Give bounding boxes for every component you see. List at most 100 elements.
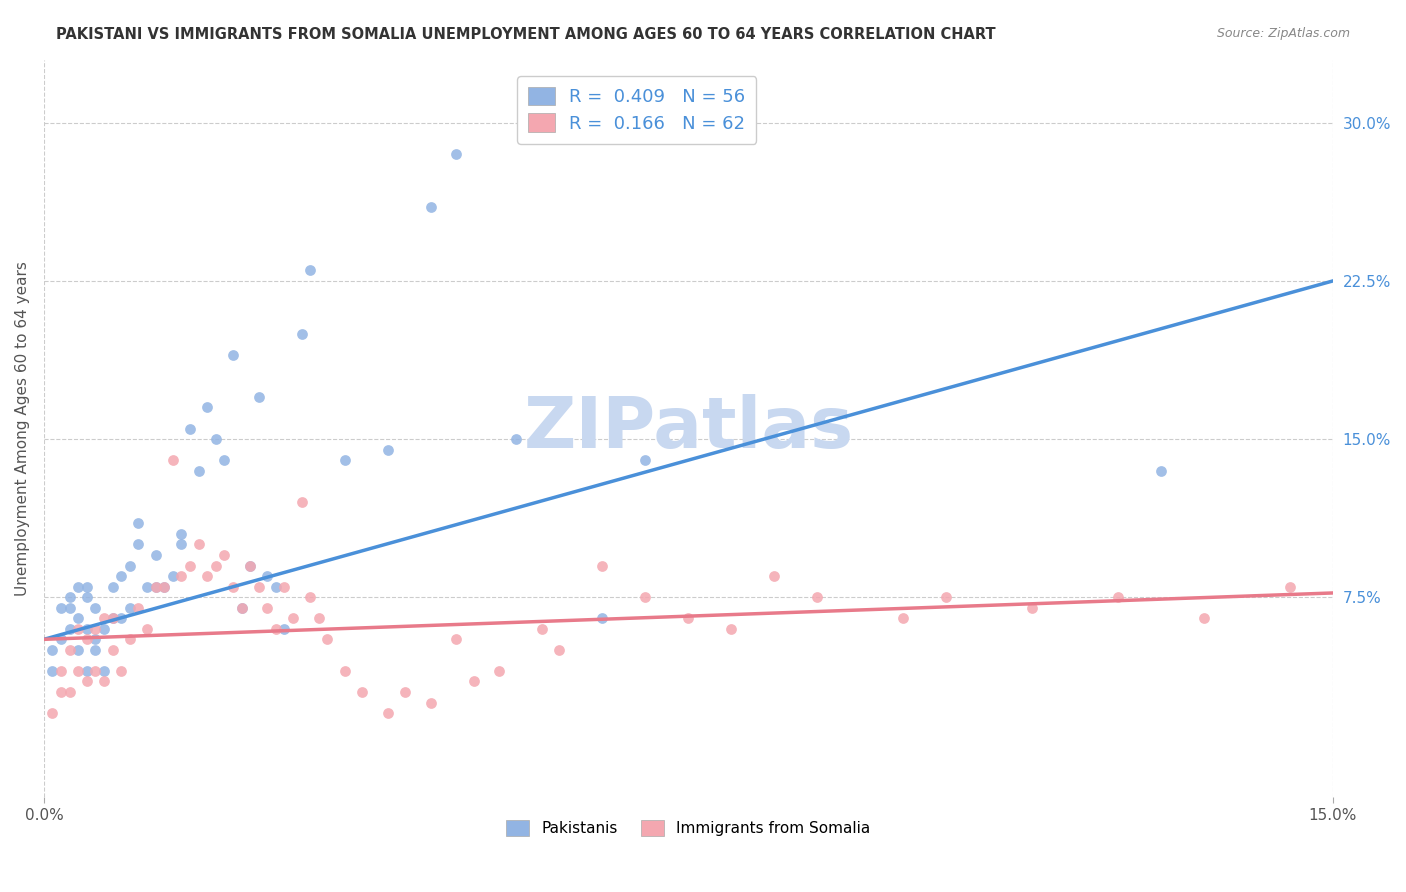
Point — [59, 600, 82, 615]
Point — [59, 590, 82, 604]
Point — [273, 580, 295, 594]
Point — [127, 537, 149, 551]
Point — [634, 453, 657, 467]
Point — [101, 611, 124, 625]
Point — [145, 580, 167, 594]
Point — [49, 632, 72, 647]
Point — [446, 147, 468, 161]
Point — [153, 580, 176, 594]
Point — [291, 495, 314, 509]
Point — [76, 632, 98, 647]
Point — [76, 664, 98, 678]
Point — [333, 453, 356, 467]
Point — [222, 580, 245, 594]
Point — [1107, 590, 1129, 604]
Point — [1278, 580, 1301, 594]
Point — [145, 548, 167, 562]
Point — [531, 622, 554, 636]
Point — [93, 611, 115, 625]
Point — [67, 580, 90, 594]
Point — [110, 569, 132, 583]
Text: PAKISTANI VS IMMIGRANTS FROM SOMALIA UNEMPLOYMENT AMONG AGES 60 TO 64 YEARS CORR: PAKISTANI VS IMMIGRANTS FROM SOMALIA UNE… — [56, 27, 995, 42]
Point — [49, 600, 72, 615]
Point — [136, 622, 159, 636]
Point — [93, 622, 115, 636]
Point — [548, 643, 571, 657]
Point — [634, 590, 657, 604]
Point — [118, 632, 141, 647]
Point — [170, 527, 193, 541]
Point — [84, 632, 107, 647]
Point — [419, 696, 441, 710]
Point — [67, 622, 90, 636]
Point — [41, 706, 63, 720]
Point — [446, 632, 468, 647]
Point — [101, 643, 124, 657]
Point — [256, 600, 278, 615]
Point — [145, 580, 167, 594]
Point — [59, 622, 82, 636]
Point — [720, 622, 742, 636]
Point — [350, 685, 373, 699]
Point — [67, 664, 90, 678]
Point — [591, 558, 613, 573]
Point — [76, 674, 98, 689]
Point — [299, 590, 322, 604]
Point — [678, 611, 700, 625]
Point — [187, 464, 209, 478]
Point — [93, 664, 115, 678]
Point — [247, 390, 270, 404]
Point — [41, 664, 63, 678]
Point — [170, 537, 193, 551]
Point — [419, 200, 441, 214]
Point — [110, 664, 132, 678]
Point — [1150, 464, 1173, 478]
Point — [463, 674, 485, 689]
Point — [179, 421, 201, 435]
Point — [84, 664, 107, 678]
Point — [377, 442, 399, 457]
Point — [67, 643, 90, 657]
Point — [136, 580, 159, 594]
Point — [49, 664, 72, 678]
Point — [127, 516, 149, 531]
Point — [488, 664, 510, 678]
Point — [281, 611, 304, 625]
Point — [110, 611, 132, 625]
Point — [935, 590, 957, 604]
Point — [316, 632, 339, 647]
Point — [76, 622, 98, 636]
Point — [170, 569, 193, 583]
Point — [505, 432, 527, 446]
Point — [231, 600, 253, 615]
Point — [247, 580, 270, 594]
Point — [84, 600, 107, 615]
Point — [264, 580, 287, 594]
Point — [49, 685, 72, 699]
Point — [204, 432, 226, 446]
Point — [101, 580, 124, 594]
Point — [1021, 600, 1043, 615]
Point — [763, 569, 786, 583]
Point — [118, 558, 141, 573]
Point — [127, 600, 149, 615]
Point — [67, 611, 90, 625]
Point — [377, 706, 399, 720]
Point — [204, 558, 226, 573]
Point — [59, 685, 82, 699]
Point — [806, 590, 828, 604]
Point — [214, 548, 236, 562]
Point — [162, 453, 184, 467]
Point — [591, 611, 613, 625]
Y-axis label: Unemployment Among Ages 60 to 64 years: Unemployment Among Ages 60 to 64 years — [15, 261, 30, 596]
Point — [118, 600, 141, 615]
Point — [264, 622, 287, 636]
Point — [291, 326, 314, 341]
Point — [256, 569, 278, 583]
Point — [273, 622, 295, 636]
Legend: Pakistanis, Immigrants from Somalia: Pakistanis, Immigrants from Somalia — [498, 811, 879, 845]
Point — [101, 611, 124, 625]
Text: ZIPatlas: ZIPatlas — [523, 394, 853, 463]
Point — [239, 558, 262, 573]
Point — [76, 590, 98, 604]
